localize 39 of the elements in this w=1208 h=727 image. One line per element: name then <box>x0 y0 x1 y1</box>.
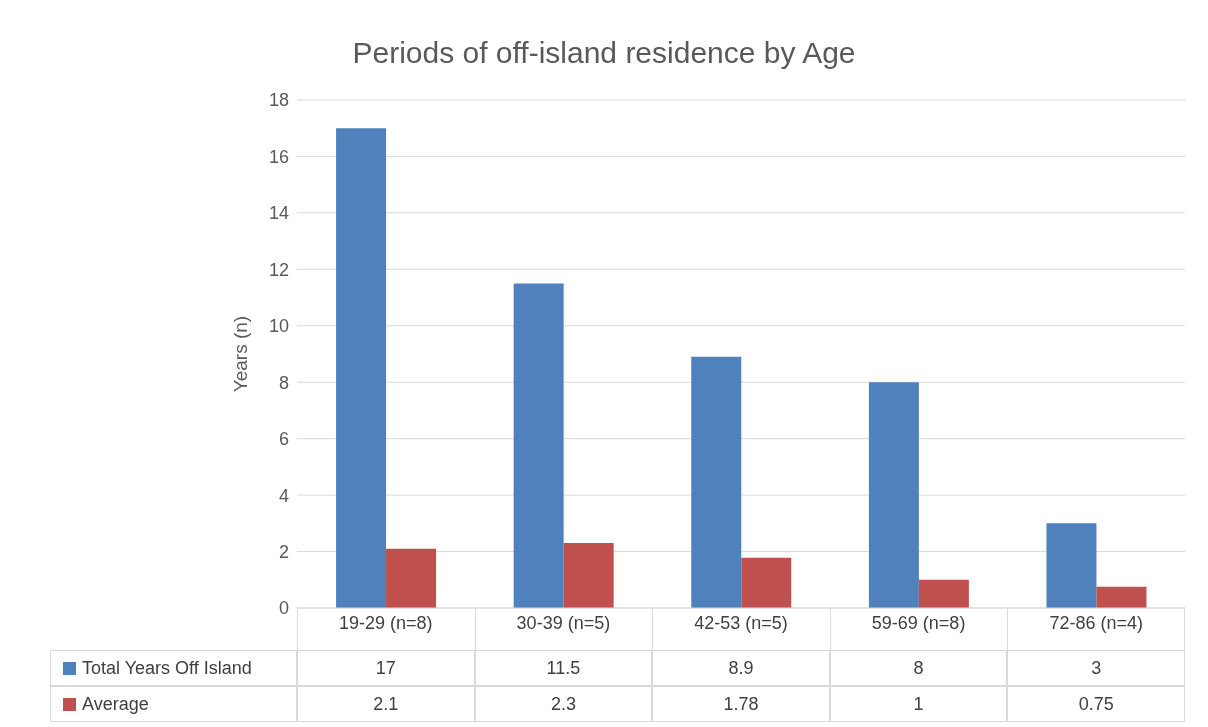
data-label: 1.78 <box>652 686 830 722</box>
y-tick-label: 10 <box>268 316 289 337</box>
bar <box>513 283 564 608</box>
legend-label: Average <box>50 686 297 722</box>
y-tick-label: 8 <box>278 372 289 393</box>
bar <box>336 128 387 608</box>
data-label: 17 <box>297 650 475 686</box>
data-label: 1 <box>829 686 1008 722</box>
y-tick-label: 2 <box>278 541 289 562</box>
data-label: 11.5 <box>474 650 653 686</box>
x-tick-label: 59-69 (n=8) <box>871 612 966 633</box>
x-tick-label: 19-29 (n=8) <box>339 612 433 633</box>
data-label: 8 <box>829 650 1008 686</box>
y-tick-label: 6 <box>278 429 289 450</box>
data-label: 0.75 <box>1007 686 1185 722</box>
x-tick-label: 42-53 (n=5) <box>694 612 788 633</box>
bar <box>563 543 614 608</box>
bar <box>1046 523 1097 608</box>
data-label: 3 <box>1007 650 1185 686</box>
data-label: 2.1 <box>297 686 475 722</box>
bar <box>691 356 742 608</box>
y-axis-title: Years (n) <box>229 315 251 393</box>
bar <box>386 548 437 608</box>
x-tick-label: 72-86 (n=4) <box>1049 612 1143 633</box>
bar <box>741 557 792 608</box>
x-tick-label: 30-39 (n=5) <box>516 612 611 633</box>
data-label: 8.9 <box>652 650 830 686</box>
y-tick-label: 16 <box>268 146 289 167</box>
y-tick-label: 0 <box>278 598 289 619</box>
data-label: 2.3 <box>474 686 653 722</box>
chart-title: Periods of off-island residence by Age <box>351 36 857 70</box>
y-tick-label: 14 <box>268 203 289 224</box>
bar <box>868 382 919 608</box>
bar <box>1096 586 1147 608</box>
y-tick-label: 18 <box>268 90 289 111</box>
legend-label: Total Years Off Island <box>50 650 297 686</box>
y-tick-label: 12 <box>268 259 289 280</box>
y-tick-label: 4 <box>278 485 289 506</box>
bar <box>918 579 969 608</box>
